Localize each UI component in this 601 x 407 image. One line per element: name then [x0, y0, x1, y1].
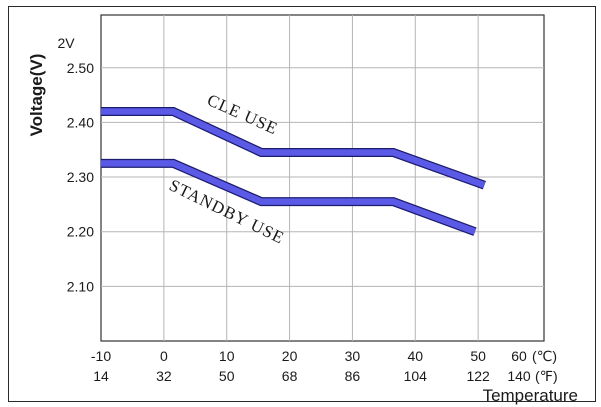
x-tick-label-celsius: 40 [407, 348, 423, 364]
y-axis-label: Voltage(V) [27, 54, 46, 137]
series-line-cle-use [101, 108, 486, 189]
x-tick-label-fahrenheit: 104 [404, 368, 428, 384]
x-unit-celsius: (℃) [532, 348, 557, 364]
y-tick-label: 2.50 [67, 60, 94, 76]
x-tick-label-fahrenheit: 68 [282, 368, 298, 384]
x-tick-label-fahrenheit: 140 [507, 368, 531, 384]
series-bands [101, 107, 486, 236]
x-tick-label-fahrenheit: 122 [466, 368, 490, 384]
x-tick-label-celsius: 30 [345, 348, 361, 364]
y-tick-label: 2.20 [67, 224, 94, 240]
y-tick-labels: 2.10 2.20 2.30 2.40 2.50 [67, 60, 94, 295]
y-unit-label: 2V [57, 35, 75, 51]
x-tick-label-fahrenheit: 14 [93, 368, 109, 384]
series-line-standby-use [101, 160, 477, 235]
y-tick-label: 2.40 [67, 114, 94, 130]
x-tick-label-celsius: 0 [160, 348, 168, 364]
x-unit-fahrenheit: (℉) [535, 368, 558, 384]
x-tick-label-celsius: 20 [282, 348, 298, 364]
x-tick-label-fahrenheit: 50 [219, 368, 235, 384]
y-tick-label: 2.30 [67, 169, 94, 185]
x-tick-label-celsius: 60 [511, 348, 527, 364]
x-tick-label-celsius: -10 [91, 348, 111, 364]
x-tick-label-fahrenheit: 86 [345, 368, 361, 384]
x-tick-label-celsius: 10 [219, 348, 235, 364]
y-tick-label: 2.10 [67, 278, 94, 294]
x-axis-label: Temperature [483, 386, 578, 405]
x-tick-label-celsius: 50 [470, 348, 486, 364]
x-tick-label-fahrenheit: 32 [156, 368, 172, 384]
